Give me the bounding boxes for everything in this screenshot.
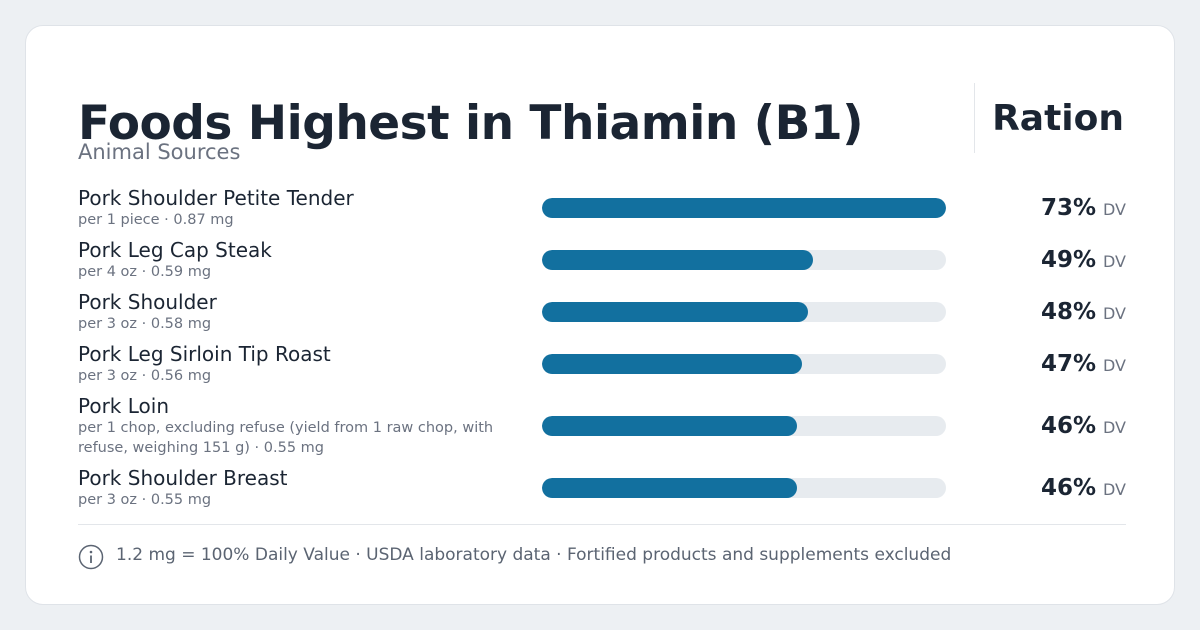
item-value: 73% DV <box>946 195 1126 221</box>
info-icon <box>78 544 104 570</box>
dv-unit: DV <box>1103 252 1126 271</box>
item-name: Pork Loin <box>78 394 170 418</box>
item-text: Pork Shoulder Petite Tender per 1 piece ·… <box>78 186 518 230</box>
percent-label: 46% <box>1040 413 1097 439</box>
item-detail: per 3 oz · 0.55 mg <box>78 492 212 508</box>
divider <box>974 83 975 153</box>
bar-track <box>542 250 946 270</box>
item-detail: per 4 oz · 0.59 mg <box>78 264 212 280</box>
separator <box>78 524 1126 525</box>
bar <box>542 478 797 498</box>
dv-unit: DV <box>1103 200 1126 219</box>
percent-label: 48% <box>1040 299 1097 325</box>
percent-label: 46% <box>1040 475 1097 501</box>
card: Foods Highest in Thiamin (B1) Animal Sou… <box>25 25 1175 605</box>
item-name: Pork Leg Cap Steak <box>78 238 272 262</box>
item-row: Pork Shoulder Petite Tender per 1 piece ·… <box>78 186 1126 230</box>
bar <box>542 354 803 374</box>
bar <box>542 416 797 436</box>
dv-unit: DV <box>1103 304 1126 323</box>
item-value: 46% DV <box>946 475 1126 501</box>
bar-track <box>542 302 946 322</box>
footer-note: 1.2 mg = 100% Daily Value · USDA laborat… <box>116 545 952 565</box>
item-row: Pork Leg Sirloin Tip Roast per 3 oz · 0.5… <box>78 342 1126 386</box>
item-row: Pork Leg Cap Steak per 4 oz · 0.59 mg 49% D… <box>78 238 1126 282</box>
item-detail: per 3 oz · 0.58 mg <box>78 316 212 332</box>
bar-track <box>542 478 946 498</box>
bar <box>542 198 946 218</box>
item-name: Pork Shoulder <box>78 290 217 314</box>
bar-track <box>542 198 946 218</box>
bar-track <box>542 354 946 374</box>
item-name: Pork Leg Sirloin Tip Roast <box>78 342 331 366</box>
item-text: Pork Shoulder Breast per 3 oz · 0.55 mg <box>78 466 518 510</box>
item-value: 46% DV <box>946 413 1126 439</box>
bar <box>542 302 808 322</box>
item-value: 48% DV <box>946 299 1126 325</box>
item-value: 47% DV <box>946 351 1126 377</box>
item-text: Pork Leg Cap Steak per 4 oz · 0.59 mg <box>78 238 518 282</box>
brand: Ration <box>992 98 1124 139</box>
percent-label: 73% <box>1040 195 1097 221</box>
percent-label: 47% <box>1040 351 1097 377</box>
item-text: Pork Shoulder per 3 oz · 0.58 mg <box>78 290 518 334</box>
item-name: Pork Shoulder Breast <box>78 466 288 490</box>
item-name: Pork Shoulder Petite Tender <box>78 186 354 210</box>
item-list: Pork Shoulder Petite Tender per 1 piece ·… <box>78 186 1126 510</box>
bar-track <box>542 416 946 436</box>
item-detail: per 1 chop, excluding refuse (yield from… <box>78 420 494 456</box>
percent-label: 49% <box>1040 247 1097 273</box>
item-detail: per 1 piece · 0.87 mg <box>78 212 234 228</box>
dv-unit: DV <box>1103 480 1126 499</box>
item-row: Pork Shoulder Breast per 3 oz · 0.55 mg 46… <box>78 466 1126 510</box>
item-value: 49% DV <box>946 247 1126 273</box>
item-row: Pork Shoulder per 3 oz · 0.58 mg 48% DV <box>78 290 1126 334</box>
dv-unit: DV <box>1103 356 1126 375</box>
item-detail: per 3 oz · 0.56 mg <box>78 368 212 384</box>
bar <box>542 250 814 270</box>
dv-unit: DV <box>1103 418 1126 437</box>
item-row: Pork Loin per 1 chop, excluding refuse (y… <box>78 394 1126 458</box>
item-text: Pork Loin per 1 chop, excluding refuse (y… <box>78 394 518 458</box>
item-text: Pork Leg Sirloin Tip Roast per 3 oz · 0.5… <box>78 342 518 386</box>
title: Foods Highest in Thiamin (B1) <box>78 96 864 151</box>
subtitle: Animal Sources <box>78 140 241 164</box>
